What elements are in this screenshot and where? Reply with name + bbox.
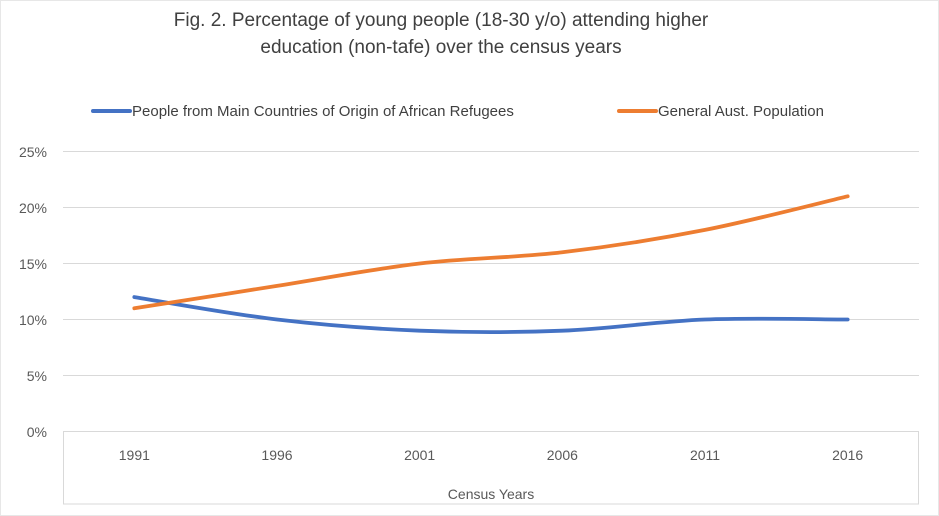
y-tick-label: 20%: [18, 199, 47, 216]
x-tick-label: 2011: [689, 447, 721, 463]
x-axis-title: Census Years: [447, 486, 535, 502]
x-tick-label: 2006: [546, 447, 578, 463]
x-axis-box: [63, 431, 919, 505]
legend-label-general-population: General Aust. Population: [658, 102, 824, 120]
chart-title-line-2: education (non-tafe) over the census yea…: [260, 37, 622, 58]
legend-label-refugees: People from Main Countries of Origin of …: [132, 102, 514, 120]
y-tick-label: 5%: [26, 367, 47, 384]
y-tick-label: 10%: [18, 311, 47, 328]
y-tick-label: 25%: [18, 143, 47, 160]
legend-item-refugees: People from Main Countries of Origin of …: [91, 100, 514, 122]
legend-line-swatch-orange: [617, 109, 658, 113]
y-tick-label: 15%: [18, 255, 47, 272]
chart-title-line-1: Fig. 2. Percentage of young people (18-3…: [173, 10, 709, 31]
legend-line-swatch-blue: [91, 109, 132, 113]
series-line-refugees: [132, 295, 850, 335]
legend: People from Main Countries of Origin of …: [1, 100, 938, 122]
chart-title: Fig. 2. Percentage of young people (18-3…: [1, 7, 881, 61]
x-tick-label: 2016: [832, 447, 864, 463]
x-tick-label: 1991: [118, 447, 150, 463]
y-tick-label: 0%: [26, 423, 47, 440]
legend-item-general-population: General Aust. Population: [617, 100, 824, 122]
x-tick-label: 2001: [404, 447, 436, 463]
x-tick-label: 1996: [261, 447, 293, 463]
series-line-general-population: [132, 194, 850, 311]
